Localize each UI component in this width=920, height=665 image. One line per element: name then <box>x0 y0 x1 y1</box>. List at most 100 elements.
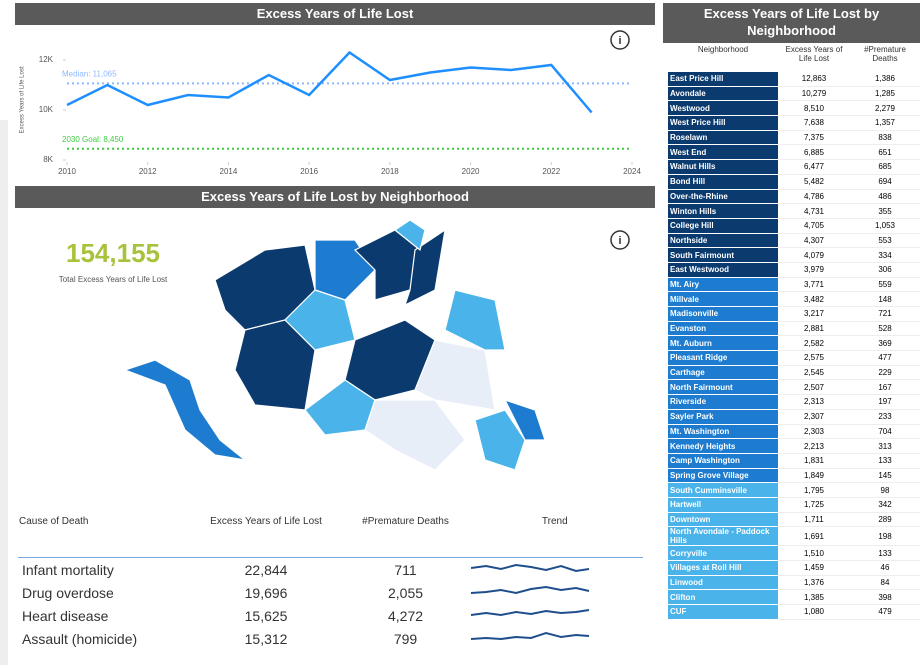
info-icon[interactable]: i <box>610 30 630 50</box>
kpi-label: Total Excess Years of Life Lost <box>59 275 168 284</box>
info-icon[interactable]: i <box>610 230 630 250</box>
table-row: CUF 1,080 479 <box>668 604 920 620</box>
table-row: Mt. Washington 2,303 704 <box>668 424 920 440</box>
table-cell: Avondale <box>668 86 778 102</box>
x-tick-label: 2012 <box>139 167 157 176</box>
y-tick-label: 8K <box>43 155 53 164</box>
col-header: Neighborhood <box>697 45 749 54</box>
table-row: Carthage 2,545 229 <box>668 365 920 381</box>
table-cell: 838 <box>850 130 920 146</box>
trend-cell <box>467 581 643 604</box>
table-cell: 369 <box>850 335 920 352</box>
table-cell: 704 <box>850 424 920 440</box>
table-cell: Evanston <box>668 321 778 337</box>
table-row: Mt. Airy 3,771 559 <box>668 277 920 293</box>
table-row: College Hill 4,705 1,053 <box>668 218 920 234</box>
table-row: Madisonville 3,217 721 <box>668 306 920 322</box>
table-cell: Carthage <box>668 365 778 381</box>
table-cell: 2,279 <box>850 100 920 117</box>
trend-cell <box>467 627 643 650</box>
table-cell: 10,279 <box>778 86 850 102</box>
sparkline-path <box>470 563 589 573</box>
table-cell: 233 <box>850 409 920 425</box>
table-cell: Clifton <box>668 589 778 606</box>
panel-title: Excess Years of Life Lost by Neighborhoo… <box>15 186 655 208</box>
table-row: Bond Hill 5,482 694 <box>668 174 920 190</box>
table-cell: 2,881 <box>778 321 850 337</box>
cause-table: Cause of Death Excess Years of Life Lost #… <box>18 515 643 650</box>
table-cell: Assault (homicide) <box>22 630 138 647</box>
table-cell: Pleasant Ridge <box>668 350 778 366</box>
table-row: Heart disease 15,625 4,272 <box>18 604 643 627</box>
table-cell: 1,376 <box>778 575 850 591</box>
table-cell: 6,885 <box>778 144 850 161</box>
table-cell: 2,575 <box>778 350 850 366</box>
table-cell: 559 <box>850 277 920 293</box>
table-cell: Westwood <box>668 100 778 117</box>
col-header: Excess Years of Life Lost <box>187 515 345 558</box>
table-cell: 721 <box>850 306 920 322</box>
table-row: Walnut Hills 6,477 685 <box>668 159 920 175</box>
table-cell: Sayler Park <box>668 409 778 425</box>
table-cell: 3,217 <box>778 306 850 322</box>
table-cell: 4,079 <box>778 247 850 263</box>
table-row: Downtown 1,711 289 <box>668 512 920 528</box>
svg-text:i: i <box>618 235 621 247</box>
kpi-value: 154,155 <box>66 238 160 268</box>
table-cell: 2,307 <box>778 409 850 425</box>
reference-label: Median: 11,065 <box>62 69 117 78</box>
y-tick-label: 10K <box>39 105 54 114</box>
table-row: West Price Hill 7,638 1,357 <box>668 115 920 131</box>
table-cell: Walnut Hills <box>668 159 778 175</box>
table-cell: Northside <box>668 233 778 249</box>
table-cell: 553 <box>850 233 920 249</box>
table-cell: 145 <box>850 468 920 484</box>
x-tick-label: 2014 <box>220 167 238 176</box>
table-cell: South Cumminsville <box>668 482 778 498</box>
table-cell: 289 <box>850 512 920 528</box>
table-cell: 1,711 <box>778 512 850 528</box>
table-cell: 198 <box>850 526 920 547</box>
table-row: Sayler Park 2,307 233 <box>668 409 920 425</box>
table-cell: East Price Hill <box>668 72 778 87</box>
table-cell: 1,386 <box>850 72 920 87</box>
table-row: South Cumminsville 1,795 98 <box>668 482 920 498</box>
x-tick-label: 2016 <box>300 167 318 176</box>
table-cell: 651 <box>850 144 920 161</box>
table-row: Evanston 2,881 528 <box>668 321 920 337</box>
trend-cell <box>467 604 643 627</box>
table-row: Assault (homicide) 15,312 799 <box>18 627 643 650</box>
table-cell: 7,375 <box>778 130 850 146</box>
table-cell: Spring Grove Village <box>668 468 778 484</box>
table-cell: Drug overdose <box>22 584 114 601</box>
table-row: Spring Grove Village 1,849 145 <box>668 468 920 484</box>
table-cell: 5,482 <box>778 174 850 190</box>
table-cell: Mt. Airy <box>668 277 778 293</box>
table-cell: Corryville <box>668 545 778 561</box>
panel-title: Excess Years of Life Lost <box>15 3 655 25</box>
table-cell: 4,786 <box>778 189 850 205</box>
table-row: West End 6,885 651 <box>668 144 920 161</box>
table-cell: South Fairmount <box>668 247 778 263</box>
table-cell: Infant mortality <box>22 561 114 578</box>
table-cell: 1,080 <box>778 604 850 620</box>
table-cell: 229 <box>850 365 920 381</box>
x-tick-label: 2024 <box>623 167 641 176</box>
table-cell: 4,307 <box>778 233 850 249</box>
table-row: North Fairmount 2,507 167 <box>668 379 920 396</box>
table-cell: 1,510 <box>778 545 850 561</box>
side-strip <box>0 120 8 665</box>
table-cell: 2,055 <box>387 584 424 601</box>
table-cell: Camp Washington <box>668 453 778 469</box>
table-row: Riverside 2,313 197 <box>668 394 920 410</box>
table-row: Villages at Roll Hill 1,459 46 <box>668 560 920 576</box>
table-row: Avondale 10,279 1,285 <box>668 86 920 102</box>
table-cell: 3,482 <box>778 291 850 307</box>
neighborhood-table: Neighborhood Excess Years of Life Lost #Pr… <box>668 44 920 620</box>
x-tick-label: 2020 <box>462 167 480 176</box>
table-row: Northside 4,307 553 <box>668 233 920 249</box>
table-cell: 12,863 <box>778 72 850 87</box>
table-cell: 3,771 <box>778 277 850 293</box>
table-cell: 4,731 <box>778 203 850 219</box>
sparkline-path <box>470 609 589 617</box>
